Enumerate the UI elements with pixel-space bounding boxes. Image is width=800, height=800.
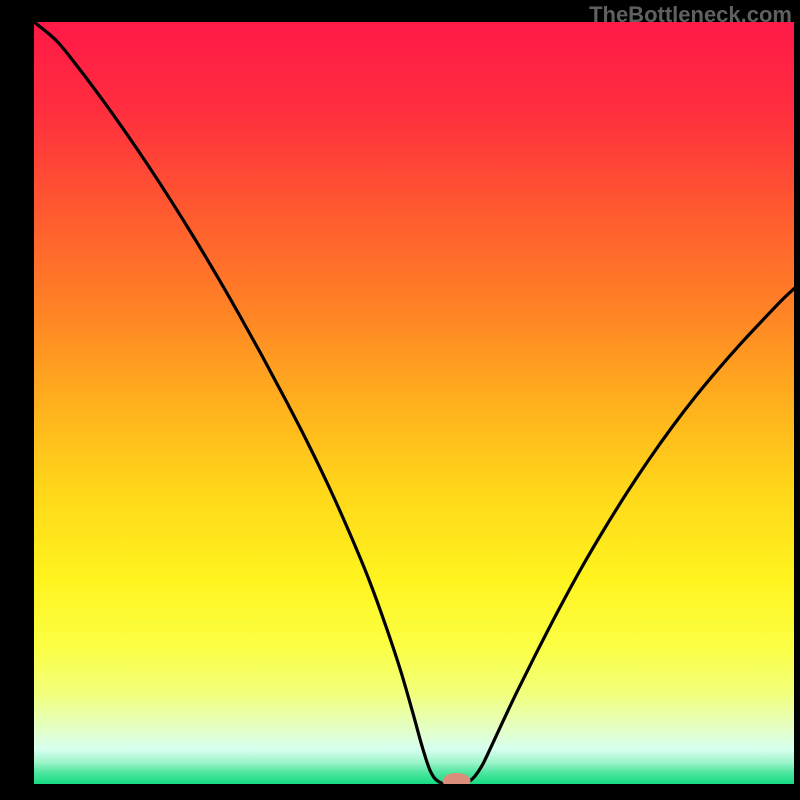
plot-background (34, 22, 794, 784)
optimum-marker (443, 773, 471, 789)
watermark-text: TheBottleneck.com (589, 2, 792, 28)
bottleneck-curve-chart (0, 0, 800, 800)
chart-container: TheBottleneck.com (0, 0, 800, 800)
